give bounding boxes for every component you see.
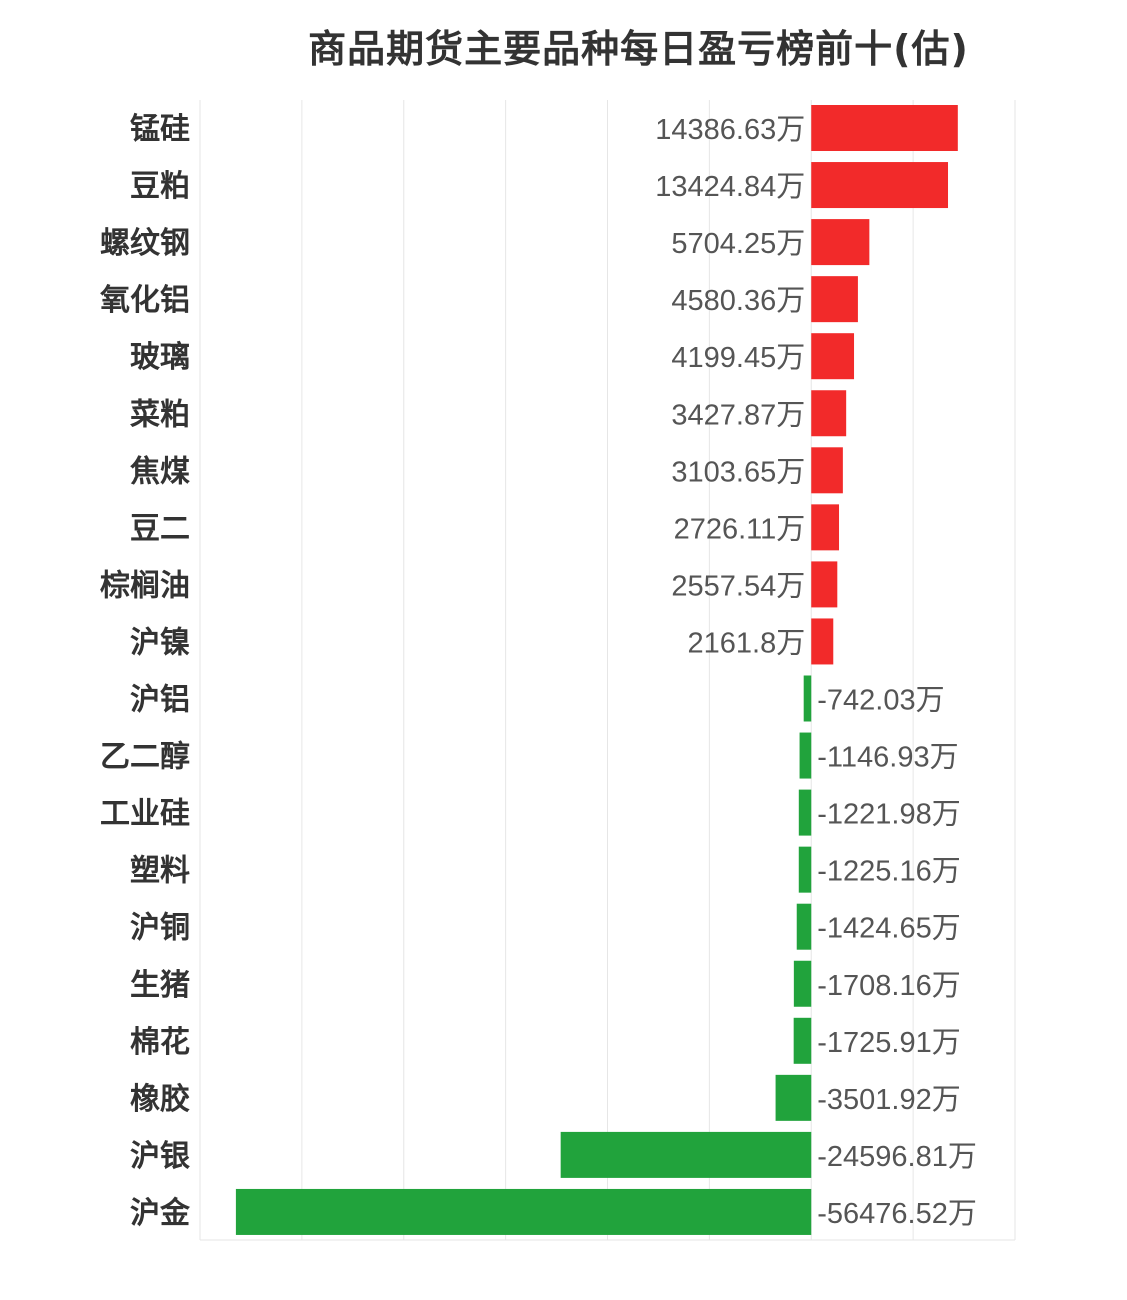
value-label: -1424.65万 bbox=[817, 913, 961, 945]
value-label: 4199.45万 bbox=[671, 342, 805, 374]
value-label: 2161.8万 bbox=[688, 627, 806, 659]
category-label: 螺纹钢 bbox=[100, 226, 190, 261]
value-label: -1708.16万 bbox=[817, 970, 961, 1002]
category-label: 豆粕 bbox=[130, 169, 190, 204]
value-label: 5704.25万 bbox=[671, 228, 805, 260]
value-label: -1225.16万 bbox=[817, 856, 961, 888]
bar bbox=[811, 162, 949, 209]
category-label: 棉花 bbox=[130, 1025, 190, 1060]
value-label: -1725.91万 bbox=[817, 1027, 961, 1059]
category-label: 沪金 bbox=[130, 1196, 191, 1231]
category-label: 沪铝 bbox=[130, 683, 190, 718]
bar bbox=[235, 1188, 812, 1235]
bar bbox=[560, 1131, 812, 1178]
category-label: 锰硅 bbox=[130, 112, 190, 147]
bar bbox=[798, 789, 812, 836]
bar bbox=[811, 618, 834, 665]
bar bbox=[811, 390, 847, 437]
category-label: 氧化铝 bbox=[100, 283, 190, 318]
category-label: 塑料 bbox=[130, 854, 190, 889]
bar bbox=[811, 105, 958, 151]
bar bbox=[811, 447, 843, 494]
value-label: 13424.84万 bbox=[655, 171, 805, 203]
category-label: 沪银 bbox=[130, 1139, 190, 1174]
value-label: 4580.36万 bbox=[671, 285, 805, 317]
category-label: 沪铜 bbox=[130, 911, 190, 946]
category-label: 豆二 bbox=[130, 511, 190, 546]
category-label: 焦煤 bbox=[130, 454, 190, 489]
value-label: 3103.65万 bbox=[671, 456, 805, 488]
bar bbox=[803, 675, 812, 722]
value-label: 3427.87万 bbox=[671, 399, 805, 431]
bar bbox=[796, 903, 812, 950]
value-label: -1221.98万 bbox=[817, 799, 961, 831]
bar bbox=[811, 333, 855, 380]
chart-title: 商品期货主要品种每日盈亏榜前十(估) bbox=[308, 27, 969, 71]
bar bbox=[793, 960, 812, 1007]
value-label: 14386.63万 bbox=[655, 114, 805, 146]
bar bbox=[793, 1017, 812, 1064]
category-label: 菜粕 bbox=[130, 397, 190, 432]
category-label: 橡胶 bbox=[130, 1082, 190, 1117]
category-label: 生猪 bbox=[130, 968, 190, 1003]
category-label: 玻璃 bbox=[130, 340, 190, 375]
bar bbox=[811, 561, 838, 608]
value-label: -1146.93万 bbox=[817, 742, 958, 774]
category-label: 乙二醇 bbox=[100, 740, 190, 775]
bar bbox=[775, 1074, 812, 1121]
value-label: 2726.11万 bbox=[674, 513, 806, 545]
bar bbox=[811, 219, 870, 266]
bar bbox=[798, 846, 812, 893]
category-label: 工业硅 bbox=[100, 797, 190, 832]
value-label: -24596.81万 bbox=[817, 1141, 977, 1173]
bar bbox=[799, 732, 812, 779]
value-label: -742.03万 bbox=[817, 685, 944, 717]
bar bbox=[811, 276, 858, 323]
category-label: 棕榈油 bbox=[100, 568, 190, 603]
value-label: -56476.52万 bbox=[817, 1198, 977, 1230]
bar bbox=[811, 504, 840, 551]
value-label: 2557.54万 bbox=[671, 570, 805, 602]
value-label: -3501.92万 bbox=[817, 1084, 961, 1116]
category-label: 沪镍 bbox=[130, 625, 190, 660]
